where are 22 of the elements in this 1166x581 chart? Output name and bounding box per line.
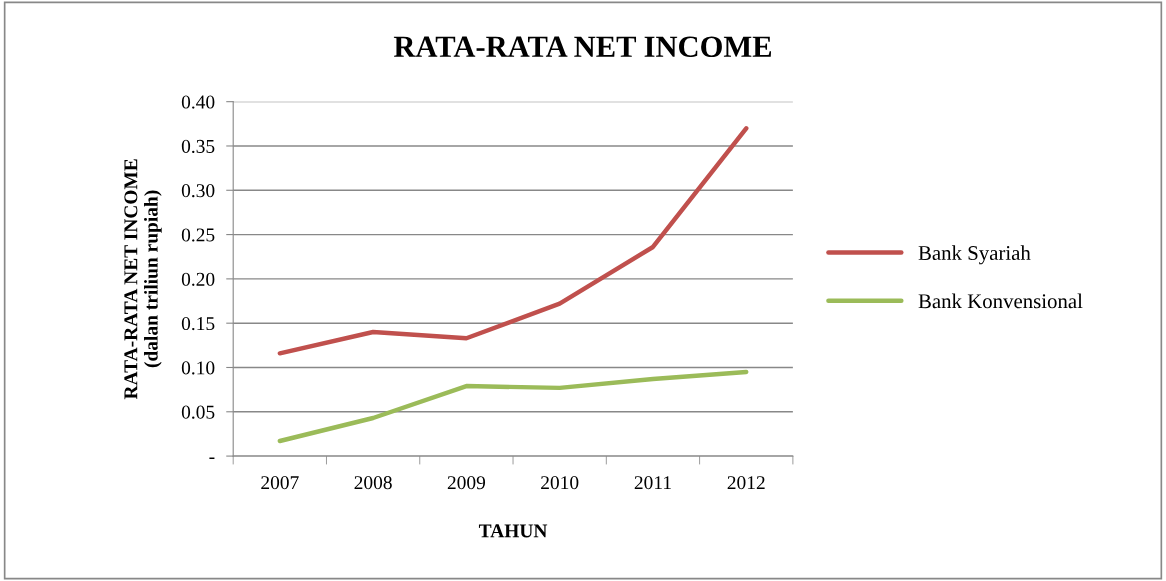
line-series <box>277 369 749 444</box>
x-tick-label: 2010 <box>541 476 579 490</box>
y-tick-label: 0.05 <box>181 405 215 419</box>
y-tick-label: 0.40 <box>181 95 215 109</box>
chart-title: RATA-RATA NET INCOME <box>393 36 772 58</box>
x-tick-label: 2011 <box>634 476 671 490</box>
y-tick-label: 0.10 <box>181 361 215 375</box>
x-tick-label: 2008 <box>354 476 392 490</box>
x-tick-label: 2007 <box>261 476 299 490</box>
x-axis-title: TAHUN <box>478 524 548 538</box>
y-tick-label: 0.15 <box>181 317 215 331</box>
y-tick-label: - <box>209 457 215 459</box>
y-tick-label: 0.30 <box>181 184 215 198</box>
y-tick-label: 0.20 <box>181 272 215 286</box>
y-tick-label: 0.25 <box>181 228 215 242</box>
x-tick-label: 2009 <box>447 476 486 490</box>
y-tick-label: 0.35 <box>181 139 215 153</box>
x-tick-label: 2012 <box>727 476 765 490</box>
line-series <box>277 126 749 356</box>
legend-label: Bank Konvensional <box>918 293 1083 309</box>
legend-label: Bank Syariah <box>918 245 1031 265</box>
y-axis-title: RATA-RATA NET INCOME (dalan triliun rupiah) <box>124 159 162 400</box>
